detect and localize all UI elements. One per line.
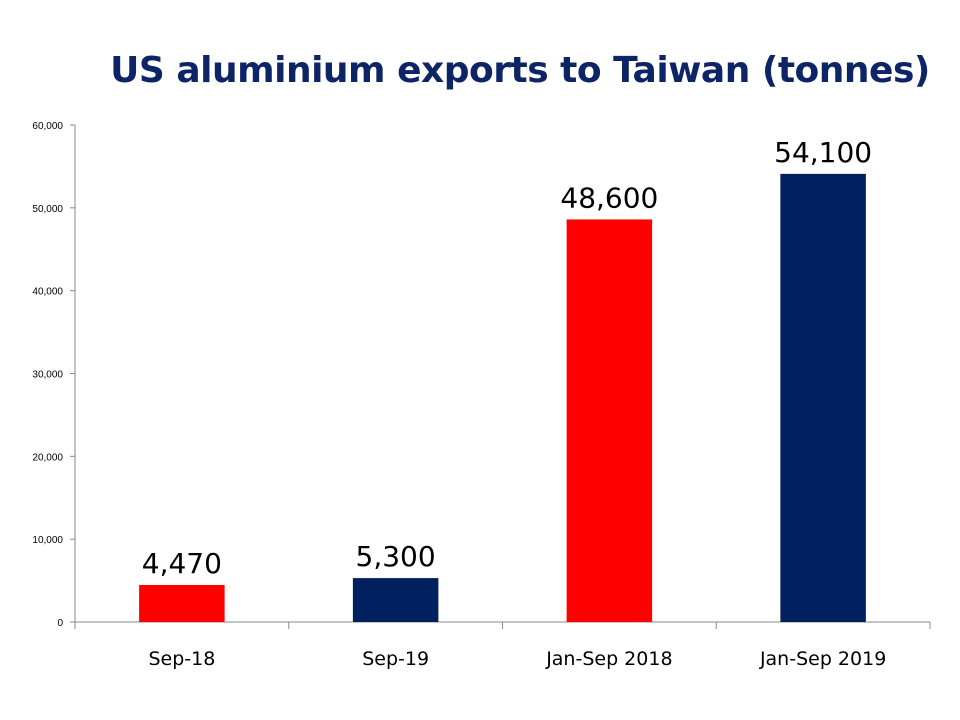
data-label: 4,470 [142, 547, 222, 580]
bar [566, 219, 653, 622]
x-tick-label: Sep-19 [362, 648, 429, 670]
y-tick-label: 30,000 [32, 370, 63, 381]
bar [139, 584, 225, 622]
x-axis: Sep-18 Sep-19 Jan-Sep 2018 Jan-Sep 2019 [74, 621, 931, 670]
y-tick-label: 0 [57, 618, 63, 629]
chart-title: US aluminium exports to Taiwan (tonnes) [110, 50, 930, 91]
x-tick-label: Jan-Sep 2018 [545, 648, 672, 670]
y-tick-label: 20,000 [32, 452, 63, 463]
y-tick-label: 10,000 [32, 535, 63, 546]
bar [780, 173, 866, 622]
data-label: 54,100 [774, 136, 872, 169]
y-tick-label: 40,000 [32, 287, 63, 298]
y-tick-label: 50,000 [32, 204, 63, 215]
bars [139, 173, 866, 622]
data-label: 48,600 [560, 181, 658, 214]
bar [352, 578, 439, 622]
y-tick-label: 60,000 [32, 121, 63, 132]
data-label: 5,300 [356, 540, 436, 573]
x-tick-label: Sep-18 [148, 648, 215, 670]
y-axis: 0 10,000 20,000 30,000 40,000 50,000 60,000 [32, 121, 76, 629]
data-labels: 4,470 5,300 48,600 54,100 [142, 136, 872, 580]
x-tick-label: Jan-Sep 2019 [759, 648, 886, 670]
